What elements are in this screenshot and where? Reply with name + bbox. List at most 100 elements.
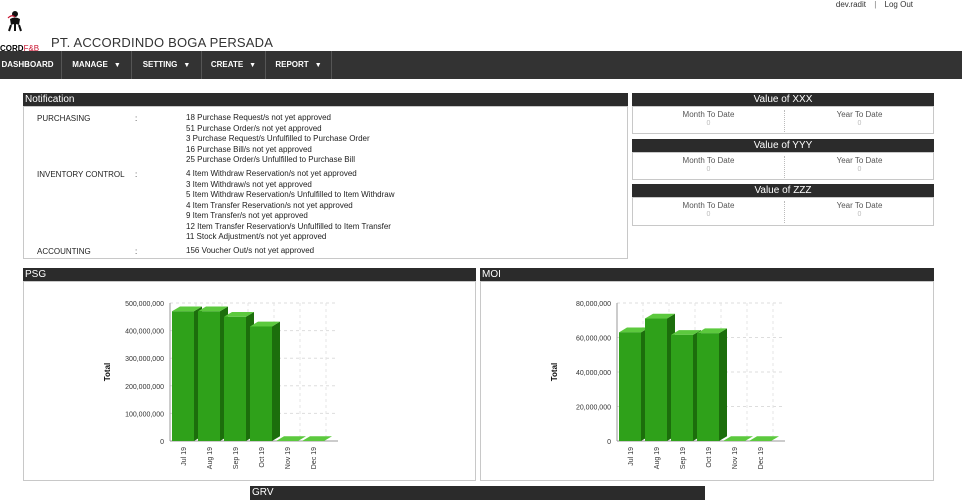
x-tick-label: Nov 19 bbox=[732, 447, 739, 469]
ytd-value: 0 bbox=[857, 211, 862, 218]
notif-list-accounting: 156 Voucher Out/s not yet approved bbox=[186, 246, 314, 257]
nav-create[interactable]: CREATE ▼ bbox=[202, 51, 266, 79]
ytd-value: 0 bbox=[857, 120, 862, 127]
notif-colon: : bbox=[135, 170, 138, 179]
divider bbox=[784, 110, 785, 132]
x-tick-label: Sep 19 bbox=[233, 447, 240, 469]
value-zzz-mtd: Month To Date 0 bbox=[633, 198, 784, 232]
x-tick-label: Dec 19 bbox=[758, 447, 765, 469]
chart-bar[interactable] bbox=[749, 436, 779, 441]
nav-dashboard[interactable]: DASHBOARD bbox=[0, 51, 62, 79]
moi-header: MOI bbox=[480, 268, 934, 281]
nav-setting-label: SETTING bbox=[142, 60, 178, 69]
nav-manage[interactable]: MANAGE ▼ bbox=[62, 51, 132, 79]
notif-item[interactable]: 12 Item Transfer Reservation/s Unfulfill… bbox=[186, 221, 391, 231]
chevron-down-icon: ▼ bbox=[249, 62, 257, 69]
notif-colon: : bbox=[135, 114, 138, 123]
notif-item[interactable]: 18 Purchase Request/s not yet approved bbox=[186, 113, 331, 122]
value-yyy-ytd: Year To Date 0 bbox=[784, 153, 935, 187]
bar-front bbox=[172, 311, 194, 441]
value-xxx-ytd: Year To Date 0 bbox=[784, 107, 935, 141]
bar-side bbox=[272, 321, 280, 441]
chart-bar[interactable] bbox=[645, 313, 675, 441]
bar-side bbox=[719, 328, 727, 441]
notif-item[interactable]: 11 Stock Adjustment/s not yet approved bbox=[186, 232, 327, 241]
nav-create-label: CREATE bbox=[210, 60, 244, 69]
chevron-down-icon: ▼ bbox=[314, 62, 322, 69]
bar-top bbox=[276, 436, 306, 441]
chart-bar[interactable] bbox=[723, 436, 753, 441]
notif-item[interactable]: 51 Purchase Order/s not yet approved bbox=[186, 123, 322, 133]
ytd-label: Year To Date bbox=[836, 201, 883, 210]
chart-bar[interactable] bbox=[224, 312, 254, 441]
bar-top bbox=[172, 306, 202, 312]
mtd-label: Month To Date bbox=[682, 201, 735, 210]
chart-bar[interactable] bbox=[302, 436, 332, 441]
psg-panel: 500,000,000 400,000,000 300,000,000 200,000… bbox=[23, 281, 476, 481]
chart-bar[interactable] bbox=[671, 330, 701, 441]
value-xxx-header: Value of XXX bbox=[632, 93, 934, 106]
notif-category-accounting: ACCOUNTING bbox=[37, 247, 91, 256]
notif-list-purchasing: 18 Purchase Request/s not yet approved 5… bbox=[186, 113, 370, 166]
chart-bar[interactable] bbox=[198, 306, 228, 441]
mtd-label: Month To Date bbox=[682, 110, 735, 119]
notif-item[interactable]: 4 Item Withdraw Reservation/s not yet ap… bbox=[186, 169, 357, 178]
bar-front bbox=[645, 318, 667, 441]
psg-chart: 500,000,000 400,000,000 300,000,000 200,000… bbox=[103, 301, 338, 469]
mtd-value: 0 bbox=[706, 211, 711, 218]
nav-report[interactable]: REPORT ▼ bbox=[266, 51, 332, 79]
chart-bar[interactable] bbox=[697, 328, 727, 441]
y-axis-title: Total bbox=[550, 363, 559, 382]
notif-category-purchasing: PURCHASING bbox=[37, 114, 91, 123]
x-tick-label: Nov 19 bbox=[285, 447, 292, 469]
y-tick-label: 0 bbox=[607, 439, 611, 446]
mtd-label: Month To Date bbox=[682, 156, 735, 165]
notif-item[interactable]: 156 Voucher Out/s not yet approved bbox=[186, 246, 315, 255]
bar-top bbox=[697, 328, 727, 334]
x-tick-label: Jul 19 bbox=[628, 447, 635, 466]
nav-manage-label: MANAGE bbox=[72, 60, 108, 69]
notif-item[interactable]: 3 Purchase Request/s Unfulfilled to Purc… bbox=[186, 134, 370, 143]
mtd-value: 0 bbox=[706, 166, 711, 173]
bar-top bbox=[749, 436, 779, 441]
value-zzz-ytd: Year To Date 0 bbox=[784, 198, 935, 232]
x-tick-label: Dec 19 bbox=[311, 447, 318, 469]
notif-item[interactable]: 16 Purchase Bill/s not yet approved bbox=[186, 144, 312, 154]
bar-top bbox=[645, 313, 675, 319]
notif-item[interactable]: 4 Item Transfer Reservation/s not yet ap… bbox=[186, 200, 353, 210]
grv-header: GRV bbox=[250, 486, 705, 500]
logo-accent: F&B bbox=[23, 44, 40, 53]
notif-item[interactable]: 9 Item Transfer/s not yet approved bbox=[186, 211, 308, 220]
logo-brand: CORD bbox=[0, 44, 24, 53]
moi-chart: 80,000,000 60,000,000 40,000,000 20,000,000… bbox=[550, 301, 785, 469]
main-navbar: DASHBOARD MANAGE ▼ SETTING ▼ CREATE ▼ REPOR… bbox=[0, 51, 962, 79]
bar-front bbox=[697, 333, 719, 441]
bar-top bbox=[619, 327, 649, 333]
bar-front bbox=[250, 326, 272, 441]
moi-panel: 80,000,000 60,000,000 40,000,000 20,000,000… bbox=[480, 281, 934, 481]
chevron-down-icon: ▼ bbox=[113, 62, 121, 69]
y-tick-label: 500,000,000 bbox=[125, 301, 164, 308]
notif-item[interactable]: 5 Item Withdraw Reservation/s Unfulfille… bbox=[186, 190, 395, 199]
y-tick-label: 400,000,000 bbox=[125, 329, 164, 336]
value-yyy-panel: Month To Date 0 Year To Date 0 bbox=[632, 152, 934, 180]
nav-dashboard-label: DASHBOARD bbox=[1, 60, 54, 69]
chart-bar[interactable] bbox=[276, 436, 306, 441]
bar-front bbox=[224, 316, 246, 441]
notif-item[interactable]: 3 Item Withdraw/s not yet approved bbox=[186, 179, 312, 189]
x-tick-label: Oct 19 bbox=[706, 447, 713, 468]
y-tick-label: 60,000,000 bbox=[576, 336, 611, 343]
bar-top bbox=[250, 321, 280, 327]
notif-colon: : bbox=[135, 247, 138, 256]
y-tick-label: 20,000,000 bbox=[576, 405, 611, 412]
chart-bar[interactable] bbox=[172, 306, 202, 441]
notif-item[interactable]: 25 Purchase Order/s Unfulfilled to Purch… bbox=[186, 155, 355, 164]
chart-bar[interactable] bbox=[619, 327, 649, 441]
notif-category-inventory: INVENTORY CONTROL bbox=[37, 170, 125, 179]
x-tick-label: Aug 19 bbox=[207, 447, 214, 469]
nav-setting[interactable]: SETTING ▼ bbox=[132, 51, 202, 79]
chart-bar[interactable] bbox=[250, 321, 280, 441]
x-tick-label: Aug 19 bbox=[654, 447, 661, 469]
divider bbox=[784, 156, 785, 178]
logout-link[interactable]: Log Out bbox=[884, 0, 913, 9]
